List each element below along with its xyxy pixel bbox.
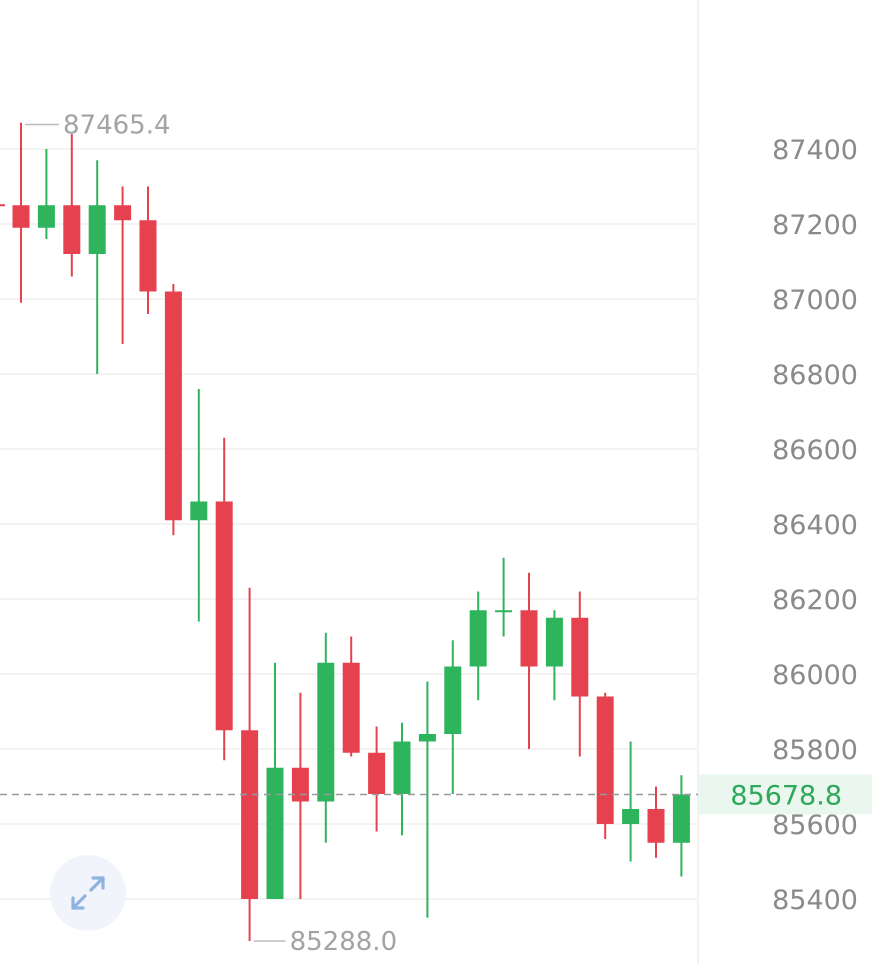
candle [495, 557, 513, 637]
candle [139, 186, 157, 314]
candle [190, 389, 208, 622]
candle [114, 186, 132, 344]
candle-body [12, 205, 30, 228]
candles [0, 122, 690, 941]
candle-body [164, 291, 182, 521]
candle-body [647, 809, 665, 843]
current-price-marker: 85678.8 [0, 774, 872, 815]
candle-body [342, 662, 360, 753]
candle [520, 572, 538, 749]
candle [672, 775, 690, 877]
candle [266, 662, 284, 899]
y-tick-label: 86400 [772, 510, 858, 541]
candle-body [88, 205, 106, 254]
candle-body [418, 734, 436, 742]
y-tick-label: 87000 [772, 285, 858, 316]
grid-lines [0, 148, 698, 900]
candle-body [114, 205, 132, 221]
candle [469, 591, 487, 701]
candle-body [444, 666, 462, 734]
candle-body [672, 794, 690, 843]
y-tick-label: 86800 [772, 360, 858, 391]
candle-body [215, 501, 233, 731]
candle [418, 681, 436, 918]
extreme-annotations: 87465.4 85288.0 [25, 110, 397, 957]
y-tick-label: 85400 [772, 885, 858, 916]
candle [545, 610, 563, 701]
candle-body [545, 617, 563, 667]
candle [596, 692, 614, 839]
candle-body [596, 696, 614, 824]
candle-body [622, 809, 640, 824]
y-tick-label: 86200 [772, 585, 858, 616]
y-tick-label: 86600 [772, 435, 858, 466]
expand-arrows-icon [71, 876, 105, 910]
candle-body [37, 205, 55, 228]
candle-body [241, 730, 259, 899]
candle-body [63, 205, 81, 254]
current-price-badge [698, 774, 872, 815]
high-price-label: 87465.4 [63, 110, 171, 140]
candle [647, 786, 665, 858]
candle [571, 591, 589, 757]
candle-body [393, 741, 411, 794]
candle [444, 640, 462, 794]
candle [393, 722, 411, 836]
candle [12, 122, 30, 303]
candle [241, 587, 259, 941]
candle-body [520, 610, 538, 667]
candle-body [317, 662, 335, 802]
candle-body [469, 610, 487, 667]
y-tick-label: 85800 [772, 735, 858, 766]
candle [215, 437, 233, 761]
y-tick-label: 86000 [772, 660, 858, 691]
candle [37, 149, 55, 239]
candle-body [368, 752, 386, 794]
y-tick-label: 85600 [772, 810, 858, 841]
candle-body [495, 610, 513, 613]
candle [317, 632, 335, 843]
price-axis: 87400 87200 87000 86800 86600 86400 86200 86000… [772, 135, 858, 916]
candle [164, 284, 182, 536]
candle [291, 692, 309, 899]
candle [342, 636, 360, 757]
candle-body [266, 767, 284, 899]
candle [622, 741, 640, 862]
y-tick-label: 87200 [772, 210, 858, 241]
candle-body [571, 617, 589, 697]
candle [368, 726, 386, 832]
low-price-label: 85288.0 [290, 927, 398, 957]
candle [63, 134, 81, 277]
candle [88, 160, 106, 374]
current-price-label: 85678.8 [730, 780, 842, 811]
candle-body [139, 220, 157, 292]
expand-chart-button[interactable] [50, 855, 126, 931]
candle-body [190, 501, 208, 521]
y-tick-label: 87400 [772, 135, 858, 166]
candle-body [291, 767, 309, 802]
